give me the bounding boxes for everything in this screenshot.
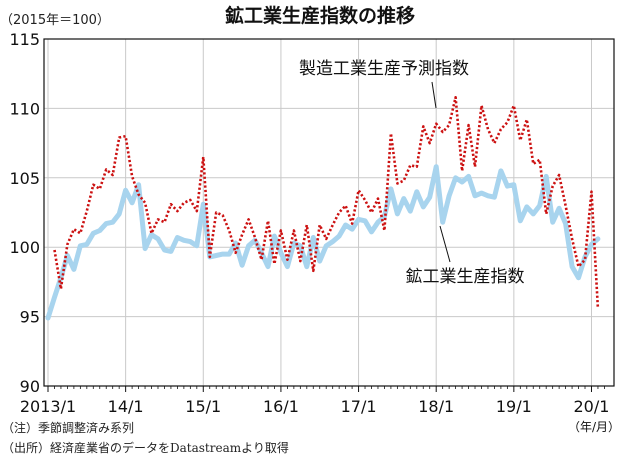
- y-tick-label: 90: [20, 377, 40, 396]
- annotation-leader: [439, 225, 451, 263]
- grid: [44, 39, 614, 386]
- x-tick-label: 15/1: [185, 397, 221, 416]
- y-tick-label: 115: [9, 30, 40, 49]
- x-unit-label: （年/月）: [568, 420, 620, 434]
- unit-label: （2015年＝100）: [0, 13, 110, 28]
- series-line-1: [53, 96, 600, 309]
- x-tick-label: 20/1: [574, 397, 610, 416]
- note-seasonal: （注）季節調整済み系列: [2, 421, 135, 435]
- x-axis: 2013/1 14/1 15/1 16/1 17/1 18/1 19/1 20/1: [20, 386, 610, 416]
- x-tick-label: 16/1: [263, 397, 299, 416]
- x-tick-label: 2013/1: [20, 397, 76, 416]
- plot-frame: [43, 38, 615, 387]
- y-tick-label: 95: [20, 308, 40, 327]
- annotation-leader: [431, 81, 437, 109]
- x-tick-label: 19/1: [496, 397, 532, 416]
- x-tick-label: 14/1: [108, 397, 144, 416]
- annotation-label: 製造工業生産予測指数: [299, 59, 469, 79]
- annotation-label: 鉱工業生産指数: [406, 267, 525, 287]
- x-tick-label: 18/1: [418, 397, 454, 416]
- series-line-0: [45, 164, 601, 321]
- y-axis: 90 95 100 105 110 115: [9, 30, 40, 396]
- x-tick-label: 17/1: [341, 397, 377, 416]
- y-tick-label: 105: [9, 169, 40, 188]
- chart-title: 鉱工業生産指数の推移: [225, 4, 415, 27]
- y-tick-label: 110: [9, 99, 40, 118]
- y-tick-label: 100: [9, 238, 40, 257]
- note-source: （出所）経済産業省のデータをDatastreamより取得: [2, 441, 289, 455]
- series-group: [45, 96, 601, 321]
